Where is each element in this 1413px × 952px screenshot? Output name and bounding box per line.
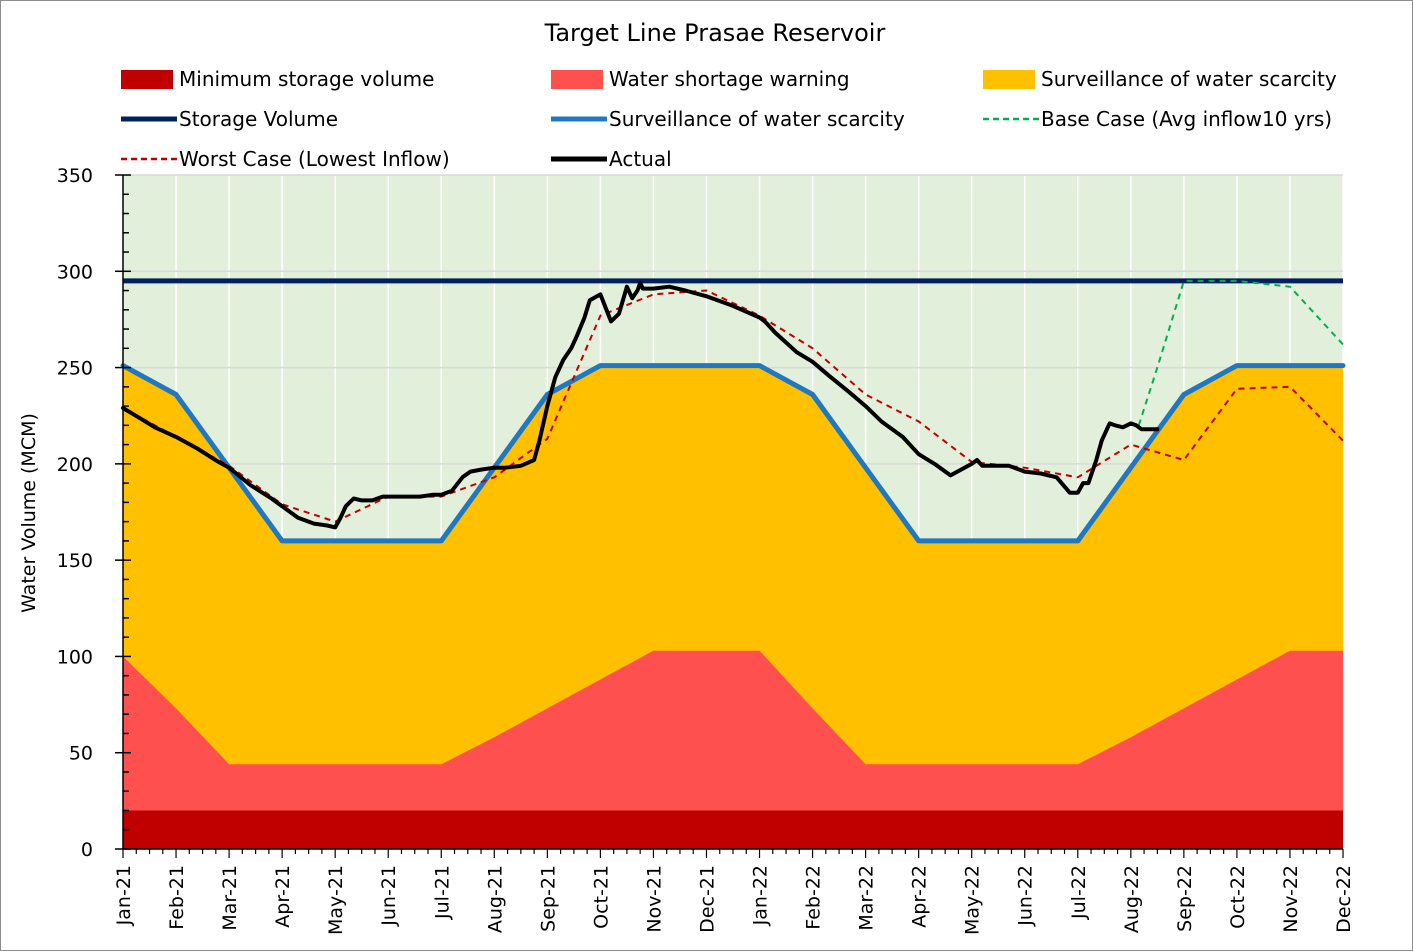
minimum-storage-area	[123, 810, 1343, 849]
x-tick-label: Jan-21	[113, 865, 135, 926]
x-tick-label: Oct-21	[590, 865, 612, 929]
y-tick-label: 350	[57, 165, 93, 187]
legend-warn-swatch	[551, 70, 603, 89]
legend: Minimum storage volume Water shortage war…	[121, 67, 1337, 171]
x-tick-label: Dec-22	[1333, 865, 1355, 933]
y-tick-label: 50	[69, 743, 93, 765]
x-tick-label: Aug-21	[484, 865, 506, 933]
y-tick-label: 100	[57, 646, 93, 668]
x-tick-label: Apr-21	[272, 865, 294, 928]
legend-worst-label: Worst Case (Lowest Inflow)	[179, 147, 450, 171]
base-case-line	[1137, 279, 1344, 426]
x-tick-label: Sep-21	[537, 865, 559, 932]
legend-surv_line-label: Surveillance of water scarcity	[609, 107, 905, 131]
y-tick-label: 250	[57, 358, 93, 380]
actual-line	[121, 280, 1160, 530]
x-tick-label: Mar-21	[219, 865, 241, 931]
x-tick-label: Sep-22	[1174, 865, 1196, 932]
x-tick-label: Jun-22	[1015, 865, 1037, 927]
y-tick-label: 150	[57, 550, 93, 572]
x-tick-label: Oct-22	[1227, 865, 1249, 929]
plot-area	[120, 174, 1346, 850]
legend-surv_area-swatch	[983, 70, 1035, 89]
y-tick-label: 200	[57, 454, 93, 476]
x-tick-label: Apr-22	[909, 865, 931, 928]
water-shortage-area	[123, 650, 1343, 849]
x-tick-label: Feb-22	[803, 865, 825, 930]
x-tick-label: Dec-21	[696, 865, 718, 933]
x-tick-label: Feb-21	[166, 865, 188, 930]
legend-actual-label: Actual	[609, 147, 672, 171]
x-tick-label: Jul-21	[431, 865, 453, 920]
y-axis-label: Water Volume (MCM)	[18, 413, 40, 613]
x-tick-label: May-21	[325, 865, 347, 935]
legend-warn-label: Water shortage warning	[609, 67, 850, 91]
y-tick-label: 300	[57, 261, 93, 283]
surveillance-line	[120, 363, 1346, 544]
legend-storage-label: Storage Volume	[179, 107, 338, 131]
x-tick-label: Aug-22	[1121, 865, 1143, 933]
x-tick-label: May-22	[962, 865, 984, 935]
x-tick-label: Nov-22	[1280, 865, 1302, 933]
legend-surv_area-label: Surveillance of water scarcity	[1041, 67, 1337, 91]
surveillance-area	[123, 365, 1343, 849]
legend-min-swatch	[121, 70, 173, 89]
x-tick-label: Jun-21	[378, 865, 400, 927]
x-tick-label: Jul-22	[1068, 865, 1090, 920]
x-tick-label: Nov-21	[643, 865, 665, 933]
chart-title: Target Line Prasae Reservoir	[544, 19, 886, 47]
axes: 0 50 100 150 200 250 300 350 Jan-21 Feb-21 Mar-21 A…	[57, 165, 1355, 935]
x-tick-label: Jan-22	[750, 865, 772, 926]
legend-min-label: Minimum storage volume	[179, 67, 434, 91]
legend-base-label: Base Case (Avg inflow10 yrs)	[1041, 107, 1332, 131]
y-tick-label: 0	[81, 839, 93, 861]
worst-case-line	[122, 289, 1344, 523]
x-tick-label: Mar-22	[856, 865, 878, 931]
